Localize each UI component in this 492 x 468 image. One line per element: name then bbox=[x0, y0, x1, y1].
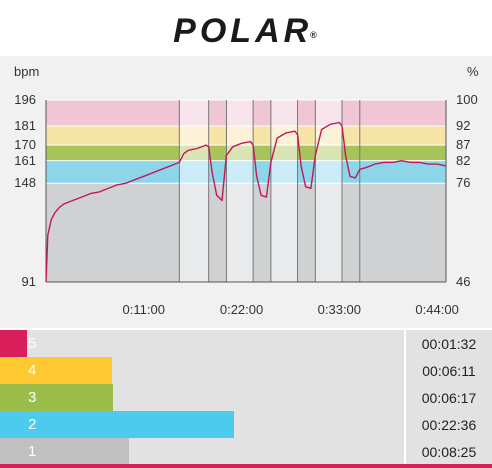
zone-number: 3 bbox=[28, 389, 37, 406]
zone-fill-bar bbox=[0, 357, 112, 385]
bpm-tick-label: 181 bbox=[14, 118, 36, 133]
zone-number: 1 bbox=[28, 443, 37, 460]
left-axis-unit: bpm bbox=[14, 64, 40, 79]
percent-tick-label: 92 bbox=[456, 118, 471, 133]
zone-fill-bar bbox=[0, 330, 28, 358]
zone-track: 5 bbox=[0, 330, 404, 358]
zone-fill-bar bbox=[0, 384, 114, 412]
zone-row-2: 2 00:22:36 bbox=[0, 411, 492, 441]
zone-row-3: 3 00:06:17 bbox=[0, 384, 492, 414]
zone-track: 2 bbox=[0, 411, 404, 439]
percent-tick-label: 100 bbox=[456, 92, 478, 107]
zone-fill-bar bbox=[0, 411, 234, 439]
header: POLAR® bbox=[0, 0, 492, 56]
percent-tick-label: 87 bbox=[456, 137, 471, 153]
zone-row-5: 5 00:01:32 bbox=[0, 330, 492, 360]
time-tick-label: 0:44:00 bbox=[415, 302, 459, 317]
zone-number: 4 bbox=[28, 362, 37, 379]
zone-duration: 00:01:32 bbox=[404, 330, 492, 358]
heart-rate-chart-panel: bpm % 196 100 181 92 170 87 161 82 148 76 91 46 0:11… bbox=[0, 56, 492, 328]
rest-interval-shade bbox=[226, 100, 254, 282]
percent-tick-label: 76 bbox=[456, 175, 471, 191]
zone-duration: 00:08:25 bbox=[404, 438, 492, 466]
percent-tick-label: 46 bbox=[456, 274, 471, 289]
rest-interval-shade bbox=[315, 100, 342, 282]
bpm-tick-label: 91 bbox=[21, 274, 36, 289]
zone-number: 2 bbox=[28, 416, 37, 433]
heart-rate-chart bbox=[45, 99, 447, 283]
zone-track: 4 bbox=[0, 357, 404, 385]
heart-rate-line bbox=[45, 121, 447, 283]
zone-duration: 00:06:17 bbox=[404, 384, 492, 412]
zone-track: 3 bbox=[0, 384, 404, 412]
bpm-tick-label: 148 bbox=[14, 175, 36, 191]
polar-logo: POLAR® bbox=[0, 12, 492, 51]
logo-registered-mark: ® bbox=[310, 30, 317, 40]
zone-track: 1 bbox=[0, 438, 404, 466]
rest-interval-shade bbox=[179, 100, 209, 282]
bpm-tick-label: 161 bbox=[14, 152, 36, 168]
time-tick-label: 0:33:00 bbox=[317, 302, 362, 317]
bpm-tick-label: 196 bbox=[14, 92, 36, 107]
zone-duration: 00:22:36 bbox=[404, 411, 492, 439]
zone-duration: 00:06:11 bbox=[404, 357, 492, 385]
zone-number: 5 bbox=[28, 335, 37, 352]
time-tick-label: 0:11:00 bbox=[122, 302, 165, 317]
bpm-tick-label: 170 bbox=[14, 137, 36, 153]
time-tick-label: 0:22:00 bbox=[219, 302, 264, 317]
percent-tick-label: 82 bbox=[456, 152, 471, 168]
zone-row-1: 1 00:08:25 bbox=[0, 438, 492, 468]
zone-fill-bar bbox=[0, 438, 129, 466]
zone-row-4: 4 00:06:11 bbox=[0, 357, 492, 387]
bottom-accent-line bbox=[0, 464, 492, 468]
rest-interval-shade bbox=[270, 100, 298, 282]
logo-text: POLAR bbox=[173, 12, 313, 50]
right-axis-unit: % bbox=[467, 64, 479, 79]
